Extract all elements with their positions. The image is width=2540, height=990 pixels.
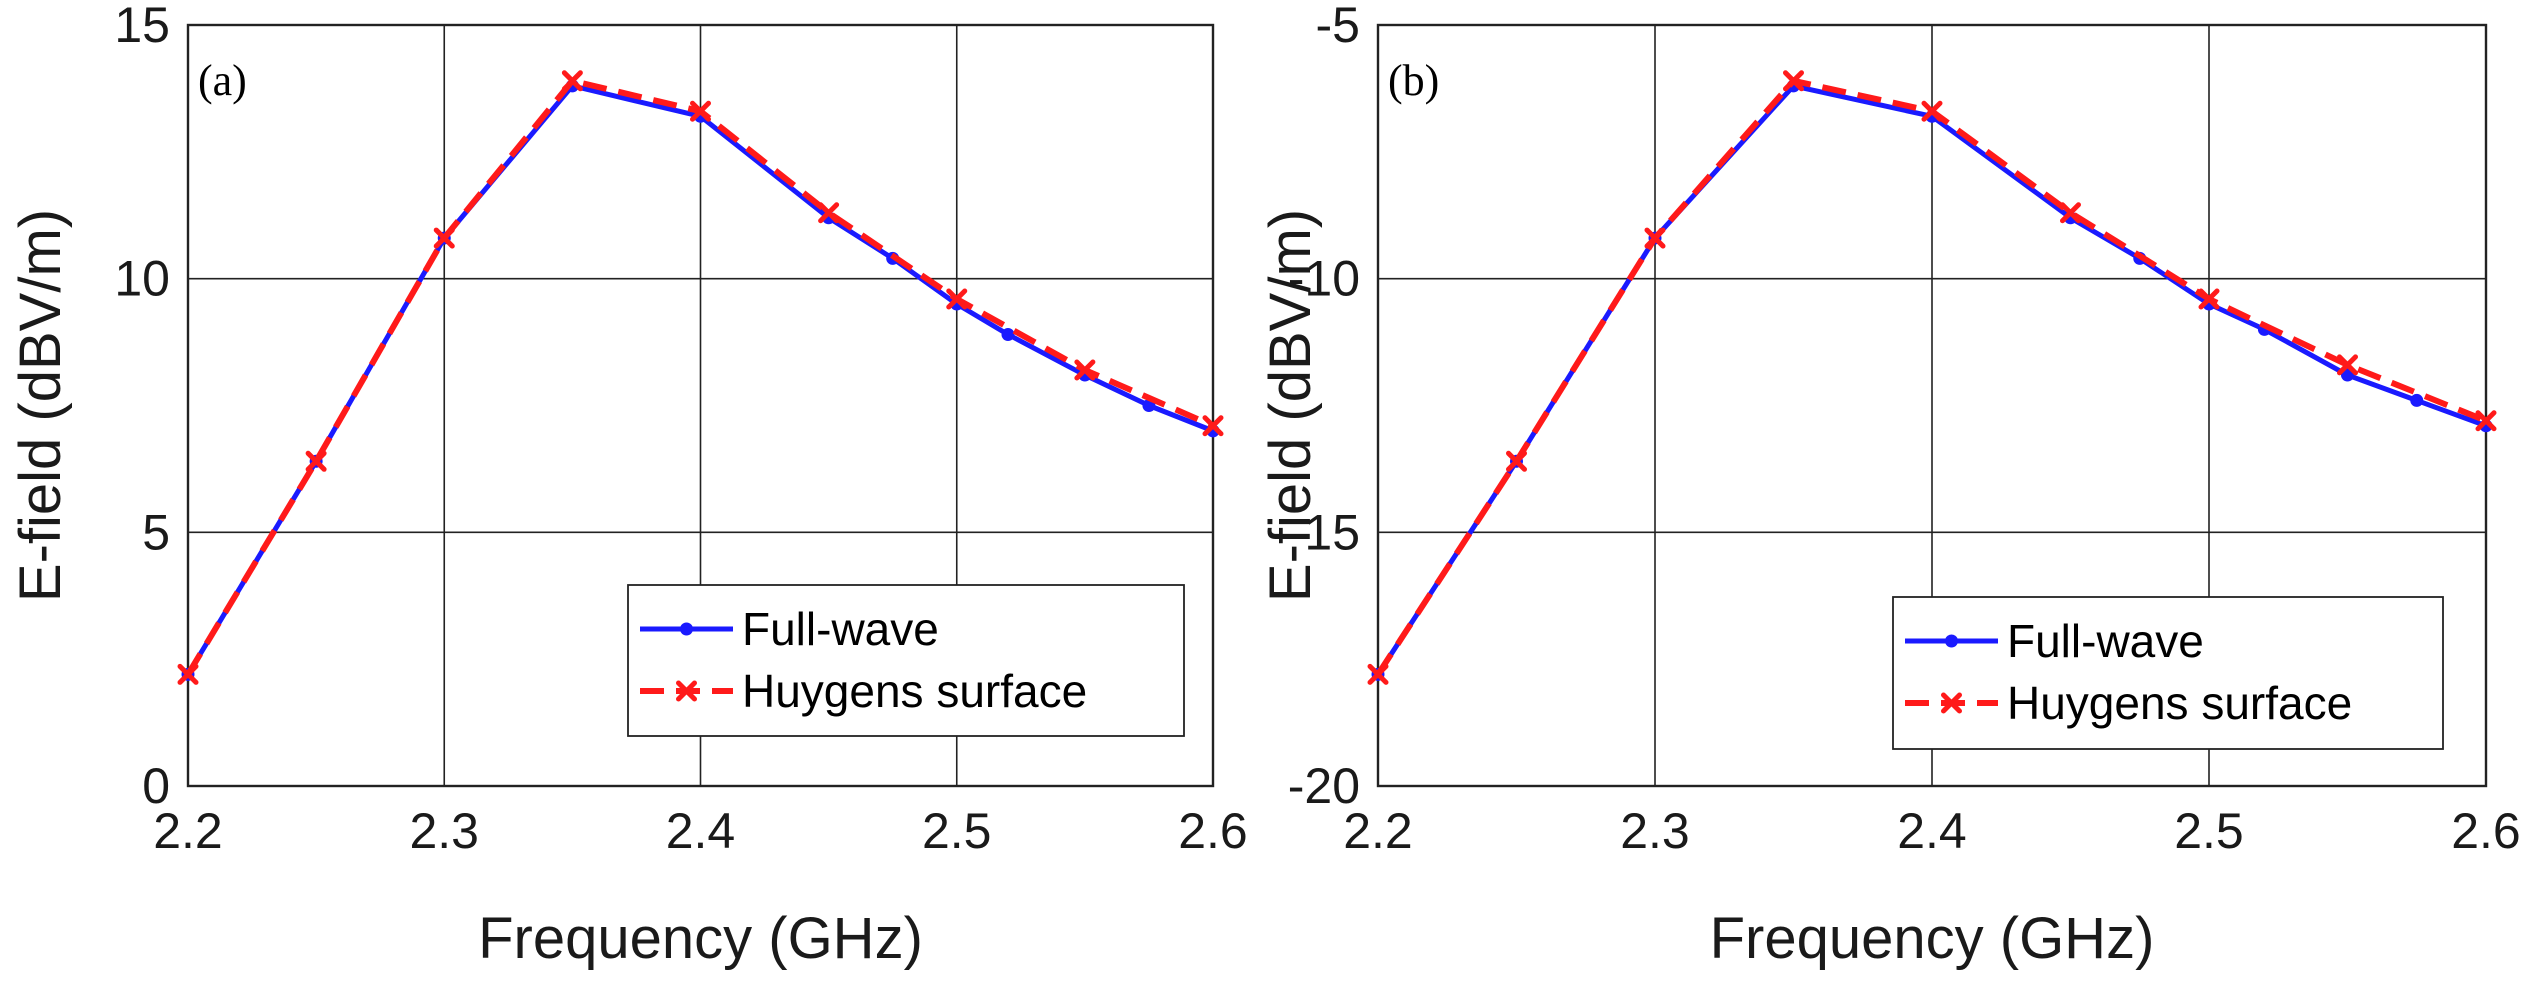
y-tick-label: 15 — [114, 0, 170, 53]
data-point-huygens-surface — [1506, 450, 1527, 472]
x-marker-stroke — [433, 227, 455, 249]
data-point-huygens-surface — [690, 100, 711, 122]
legend-entry-huygens-surface: Huygens surface — [2007, 677, 2352, 729]
chart-panel-a: 2.2 2.3 2.4 2.5 2.6 0 5 10 15 Frequency (GHz) E-fi… — [8, 0, 1248, 971]
y-tick-label: -10 — [1288, 251, 1360, 307]
legend-swatch-dot — [680, 622, 693, 636]
data-point-huygens-surface — [177, 663, 199, 685]
data-point-huygens-surface — [2337, 354, 2358, 376]
legend-entry-full-wave: Full-wave — [2007, 615, 2204, 667]
legend: Full-wave Huygens surface — [1892, 596, 2444, 750]
x-tick-label: 2.4 — [1897, 803, 1967, 859]
series-line-full-wave — [185, 83, 1214, 676]
data-point-huygens-surface — [1074, 359, 1096, 381]
x-marker-stroke — [2475, 410, 2497, 432]
y-tick-label: 5 — [142, 504, 170, 560]
x-marker-stroke — [1202, 415, 1224, 437]
x-marker-stroke — [305, 450, 327, 472]
data-point-huygens-surface — [1367, 663, 1389, 685]
legend-entry-huygens-surface: Huygens surface — [742, 665, 1087, 717]
x-tick-label: 2.5 — [2174, 803, 2244, 859]
x-marker-stroke — [1074, 359, 1096, 381]
x-marker-stroke — [2060, 202, 2081, 224]
x-marker-stroke — [690, 100, 711, 122]
x-marker-stroke — [2198, 288, 2220, 310]
y-tick-label: -20 — [1288, 758, 1360, 814]
axes-box — [186, 23, 1215, 788]
x-marker-stroke — [1921, 100, 1943, 122]
x-tick-label: 2.6 — [1178, 803, 1248, 859]
data-point-huygens-surface — [561, 70, 583, 92]
legend-swatch-dot — [1945, 634, 1958, 648]
data-point-full-wave — [2341, 368, 2354, 382]
x-marker-stroke — [561, 70, 583, 92]
x-axis-label: Frequency (GHz) — [1710, 906, 2155, 971]
x-tick-label: 2.6 — [2451, 803, 2521, 859]
legend-swatch-x — [1941, 692, 1962, 714]
data-point-huygens-surface — [946, 288, 968, 310]
x-marker-stroke — [177, 663, 199, 685]
x-marker-stroke — [1644, 227, 1666, 249]
legend-entry-full-wave: Full-wave — [742, 603, 939, 655]
data-point-huygens-surface — [2475, 410, 2497, 432]
data-point-huygens-surface — [2198, 288, 2220, 310]
legend-box — [1892, 596, 2444, 750]
data-point-huygens-surface — [818, 202, 840, 224]
x-marker-stroke — [1367, 663, 1389, 685]
x-tick-label: 2.4 — [666, 803, 736, 859]
data-point-huygens-surface — [433, 227, 455, 249]
x-marker-stroke — [818, 202, 840, 224]
x-tick-label: 2.5 — [922, 803, 992, 859]
legend: Full-wave Huygens surface — [627, 584, 1185, 737]
data-point-full-wave — [2410, 393, 2424, 407]
x-marker-stroke — [946, 288, 968, 310]
panel-label: (b) — [1388, 56, 1439, 105]
chart-panel-b: 2.2 2.3 2.4 2.5 2.6 -20 -15 -10 -5 Frequency (GHz… — [1258, 0, 2521, 971]
legend-box — [627, 584, 1185, 737]
data-point-huygens-surface — [2060, 202, 2081, 224]
axes-box — [1376, 23, 2488, 788]
y-axis-label: E-field (dBV/m) — [8, 209, 73, 602]
x-marker-stroke — [2337, 354, 2358, 376]
legend-swatch-x — [676, 680, 697, 702]
y-tick-label: 10 — [114, 251, 170, 307]
y-tick-label: -15 — [1288, 504, 1360, 560]
x-tick-label: 2.3 — [409, 803, 479, 859]
x-marker-stroke — [1506, 450, 1527, 472]
panel-label: (a) — [198, 56, 247, 105]
x-axis-label: Frequency (GHz) — [478, 906, 923, 971]
x-tick-label: 2.3 — [1620, 803, 1690, 859]
y-tick-label: -5 — [1316, 0, 1360, 53]
x-marker-stroke — [1783, 70, 1804, 92]
data-point-huygens-surface — [1783, 70, 1804, 92]
data-point-huygens-surface — [1921, 100, 1943, 122]
data-point-full-wave — [1001, 327, 1015, 341]
data-point-huygens-surface — [305, 450, 327, 472]
y-axis-label: E-field (dBV/m) — [1258, 209, 1323, 602]
data-point-huygens-surface — [1644, 227, 1666, 249]
y-tick-label: 0 — [142, 758, 170, 814]
x-tick-label: 2.2 — [1343, 803, 1413, 859]
data-point-huygens-surface — [1202, 415, 1224, 437]
x-tick-label: 2.2 — [153, 803, 223, 859]
